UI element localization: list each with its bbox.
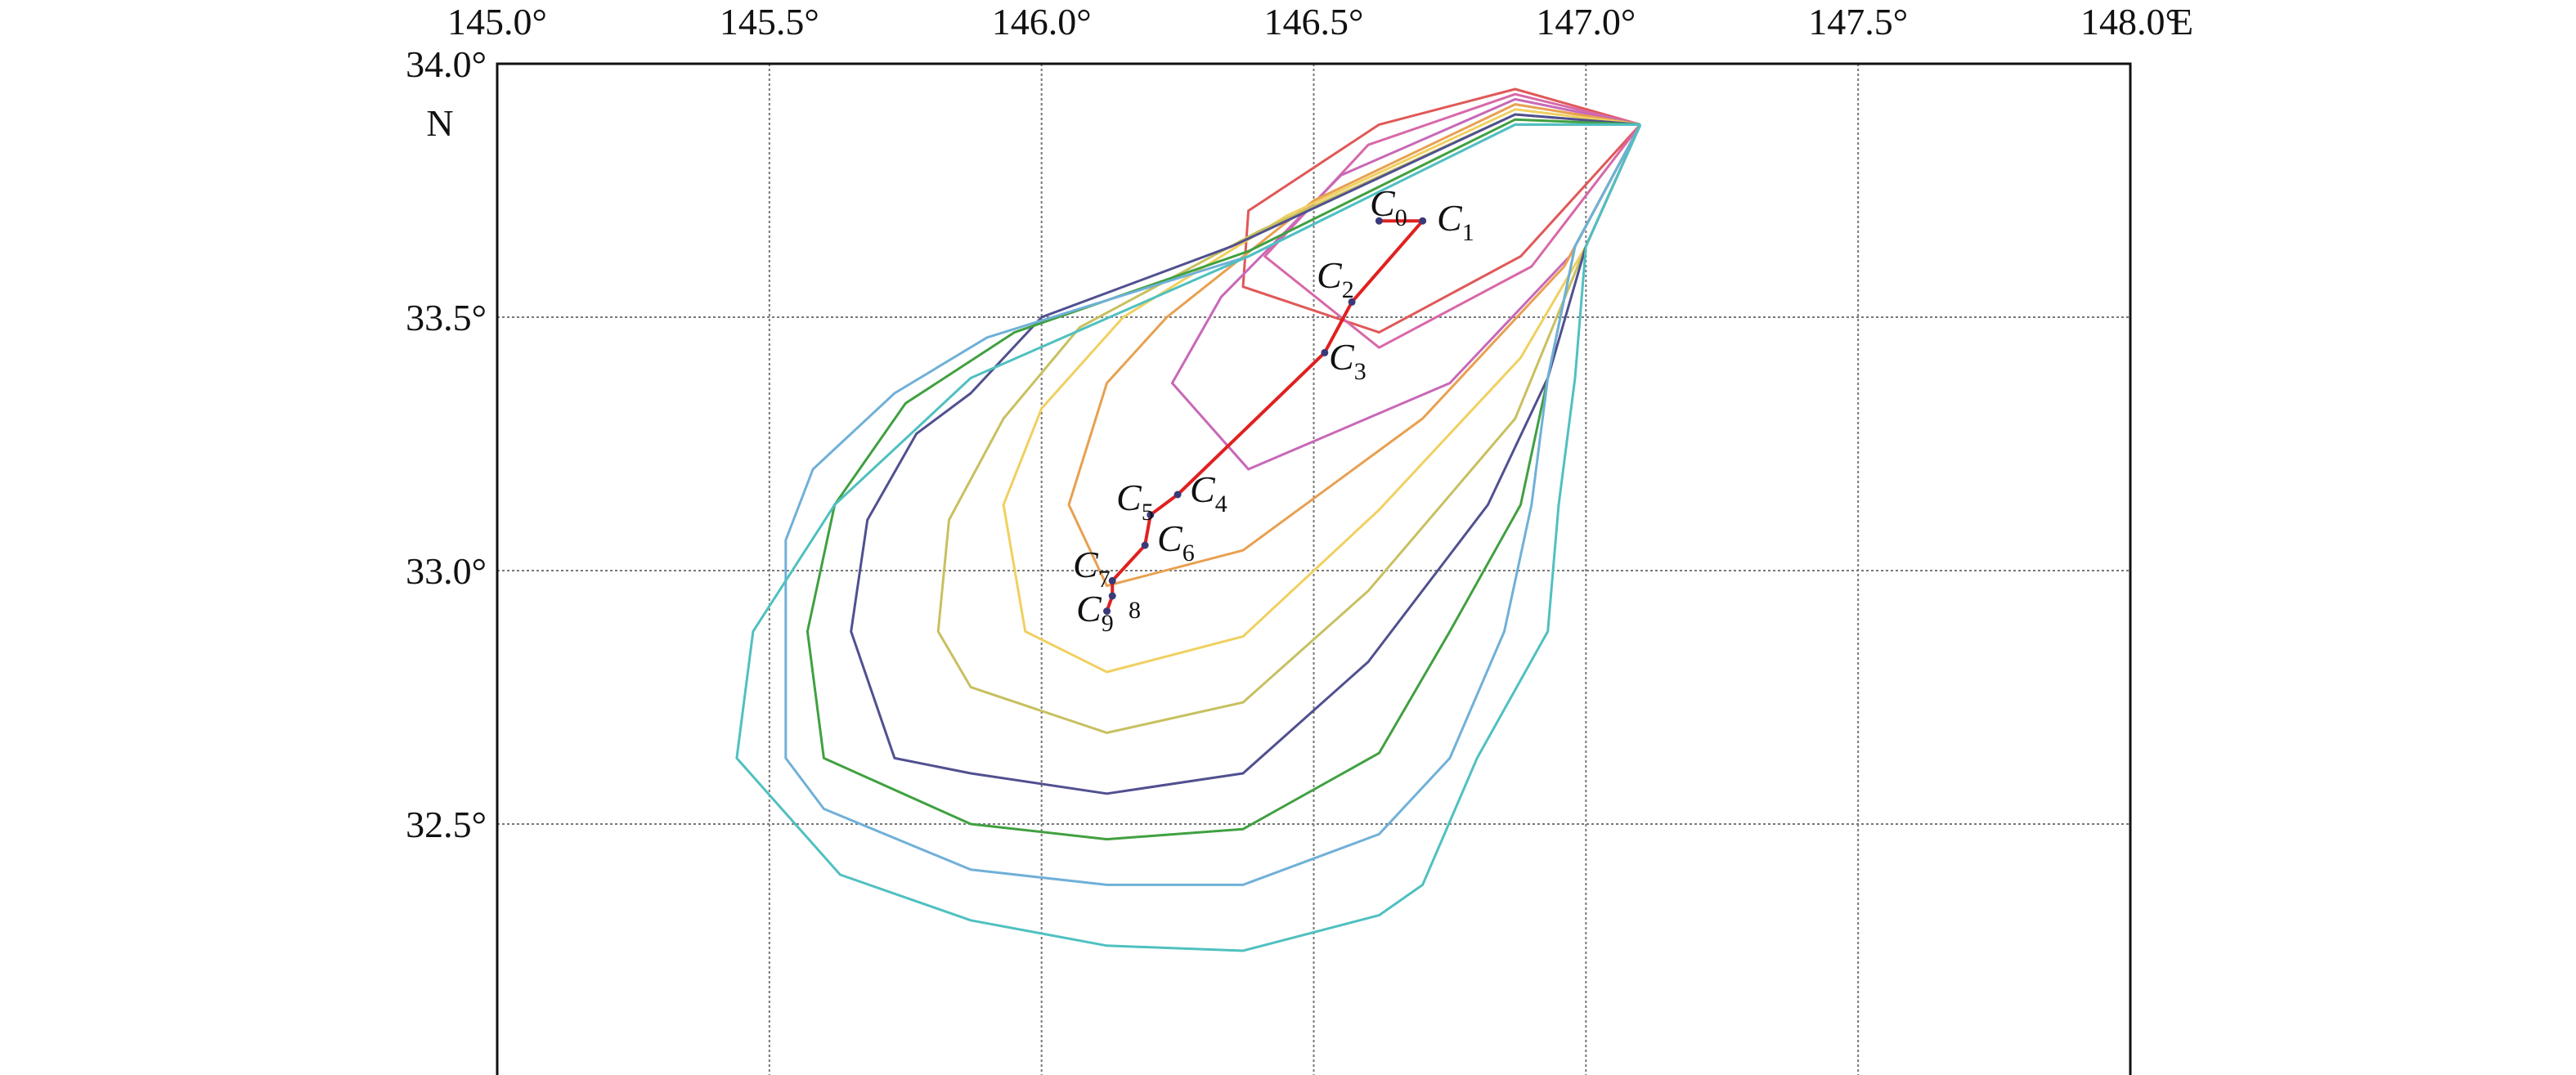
x-axis-unit: E <box>2170 1 2193 43</box>
contour-line-6 <box>850 113 1642 795</box>
track-line <box>1105 219 1425 612</box>
track-point-1 <box>1419 217 1427 225</box>
x-tick-label: 147.5° <box>1808 1 1908 43</box>
track-point-7 <box>1108 576 1116 585</box>
point-label-c6: C6 <box>1157 517 1195 567</box>
x-tick-label: 145.0° <box>447 1 547 43</box>
contour-line-4 <box>1002 108 1642 674</box>
point-label-c5: C5 <box>1116 477 1154 526</box>
contour-lines <box>735 87 1642 952</box>
y-tick-labels: 34.0° 33.5° 33.0° 32.5° <box>406 43 487 845</box>
y-tick-label: 33.0° <box>406 550 487 592</box>
y-tick-label: 32.5° <box>406 804 487 845</box>
contour-line-0 <box>1241 87 1642 334</box>
track-point-2 <box>1348 298 1356 306</box>
track-point-5 <box>1147 511 1155 519</box>
point-label-c0: C0 <box>1370 182 1407 231</box>
contour-line-8 <box>784 123 1642 886</box>
y-tick-label: 34.0° <box>406 43 487 85</box>
track-point-0 <box>1375 217 1383 225</box>
point-label-8: 8 <box>1129 597 1141 624</box>
track-point-8 <box>1108 592 1116 600</box>
track-point-3 <box>1321 348 1329 356</box>
point-label-c9: C9 <box>1076 588 1114 637</box>
x-tick-label: 148.0° <box>2080 1 2180 43</box>
contour-line-2 <box>1170 97 1642 471</box>
track-point-6 <box>1141 541 1149 549</box>
point-label-c7: C7 <box>1073 544 1111 593</box>
point-label-c4: C4 <box>1190 468 1227 517</box>
x-tick-label: 146.0° <box>992 1 1092 43</box>
point-label-c3: C3 <box>1329 336 1367 385</box>
point-label-c2: C2 <box>1317 254 1354 303</box>
y-tick-label: 33.5° <box>406 297 487 338</box>
contour-line-9 <box>735 123 1642 952</box>
x-tick-label: 145.5° <box>720 1 819 43</box>
track-point-4 <box>1174 490 1182 499</box>
x-tick-label: 146.5° <box>1264 1 1364 43</box>
x-tick-label: 147.0° <box>1536 1 1636 43</box>
y-axis-unit: N <box>426 102 453 144</box>
plot-frame <box>496 62 2132 1075</box>
contour-line-1 <box>1263 92 1642 349</box>
contour-line-3 <box>1067 103 1642 588</box>
point-label-c1: C1 <box>1437 197 1474 246</box>
point-labels: C0 C1 C2 C3 C4 C5 C6 C7 C9 8 <box>1073 182 1474 637</box>
x-tick-labels: 145.0° 145.5° 146.0° 146.5° 147.0° 147.5° 148.… <box>447 1 2180 43</box>
track-path <box>1103 217 1427 616</box>
track-point-9 <box>1103 607 1111 616</box>
